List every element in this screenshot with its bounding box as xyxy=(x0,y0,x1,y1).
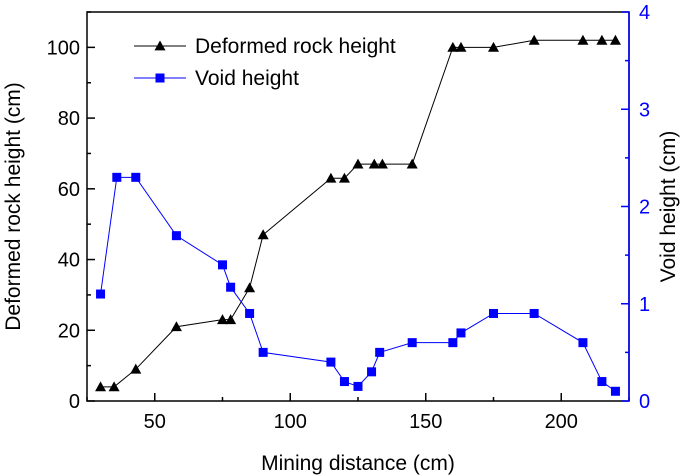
series-line xyxy=(100,176,616,392)
data-point xyxy=(245,308,255,318)
data-point xyxy=(108,381,120,392)
x-tick-label: 150 xyxy=(409,411,442,433)
data-point xyxy=(577,34,589,45)
y-left-tick-label: 80 xyxy=(58,108,80,130)
y-left-tick-label: 20 xyxy=(58,320,80,342)
data-point xyxy=(130,363,142,374)
legend-label: Void height xyxy=(195,67,299,90)
y-left-axis-title: Deformed rock height (cm) xyxy=(2,82,25,331)
plot-frame xyxy=(86,11,630,402)
y-right-tick-label: 2 xyxy=(639,197,650,219)
data-point xyxy=(353,381,363,391)
data-point xyxy=(455,41,467,52)
data-point xyxy=(596,34,608,45)
data-point xyxy=(244,282,256,293)
legend-item: Void height xyxy=(134,67,299,90)
data-point xyxy=(367,367,377,377)
legend-label: Deformed rock height xyxy=(195,35,396,58)
y-left-tick-label: 40 xyxy=(58,250,80,272)
data-point xyxy=(407,338,417,348)
data-point xyxy=(226,282,236,292)
data-point xyxy=(375,347,385,357)
data-point xyxy=(406,158,418,169)
data-point xyxy=(488,41,499,52)
x-tick-label: 100 xyxy=(274,411,307,433)
data-point xyxy=(578,338,588,348)
data-point xyxy=(218,260,227,270)
y-right-tick-label: 1 xyxy=(639,294,650,316)
series-deformed-rock-height xyxy=(95,34,621,392)
x-tick-label: 200 xyxy=(545,411,578,433)
data-point xyxy=(326,357,336,367)
x-axis-title: Mining distance (cm) xyxy=(261,452,455,475)
data-point xyxy=(597,377,607,387)
y-left-tick-label: 60 xyxy=(58,179,80,201)
data-point xyxy=(529,308,539,318)
data-point xyxy=(339,377,349,387)
data-point xyxy=(131,172,141,182)
data-point xyxy=(325,172,337,183)
data-point xyxy=(610,386,620,396)
y-right-tick-label: 0 xyxy=(639,391,650,413)
data-point xyxy=(447,41,459,52)
y-right-tick-label: 4 xyxy=(639,2,650,24)
data-point xyxy=(225,314,237,325)
y-left-tick-label: 100 xyxy=(47,37,80,59)
legend-marker xyxy=(154,40,166,51)
data-point xyxy=(112,172,122,182)
data-point xyxy=(257,229,269,240)
y-left-tick-label: 0 xyxy=(69,391,80,413)
data-point xyxy=(456,328,466,338)
data-point xyxy=(609,34,621,45)
data-point xyxy=(96,289,106,299)
series-line xyxy=(100,39,616,388)
data-point xyxy=(528,34,540,45)
series-void-height xyxy=(96,172,620,396)
data-point xyxy=(217,314,228,325)
x-tick-label: 50 xyxy=(144,411,166,433)
data-point xyxy=(338,172,350,183)
legend-marker xyxy=(155,73,165,83)
data-point xyxy=(95,381,107,392)
data-point xyxy=(368,158,380,169)
y-right-tick-label: 3 xyxy=(639,99,650,121)
data-point xyxy=(448,338,458,348)
data-point xyxy=(376,158,388,169)
data-point xyxy=(170,321,182,332)
data-point xyxy=(258,347,268,357)
y-right-axis-title: Void height (cm) xyxy=(657,131,680,283)
data-point xyxy=(489,308,498,318)
data-point xyxy=(171,231,181,241)
data-point xyxy=(352,158,364,169)
legend-item: Deformed rock height xyxy=(134,35,396,58)
